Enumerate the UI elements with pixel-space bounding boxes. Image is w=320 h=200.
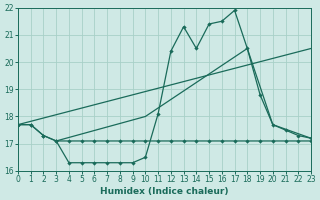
X-axis label: Humidex (Indice chaleur): Humidex (Indice chaleur): [100, 187, 229, 196]
